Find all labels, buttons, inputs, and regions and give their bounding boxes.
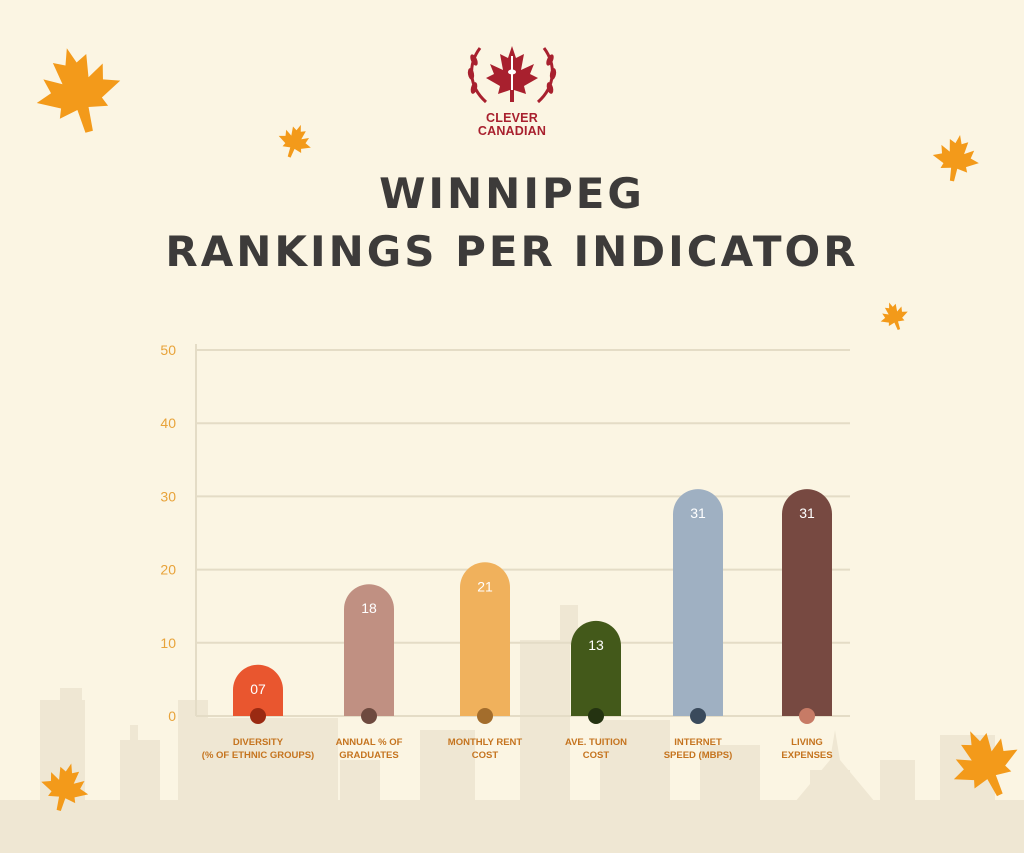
x-category-label: GRADUATES: [339, 750, 398, 761]
bar: [673, 489, 723, 716]
title-line1: WINNIPEG: [379, 169, 645, 218]
maple-leaf-icon: [278, 124, 311, 158]
bar: [343, 584, 394, 716]
cn-tower-icon: [508, 56, 516, 90]
maple-leaf-icon: [41, 763, 89, 812]
y-tick-label: 40: [160, 415, 176, 431]
brand-name-line2: CANADIAN: [477, 124, 547, 138]
x-category-label: MONTHLY RENT: [448, 737, 523, 748]
x-category-label: INTERNET: [674, 737, 722, 748]
bar-value-label: 31: [799, 505, 815, 521]
bar-value-label: 07: [250, 681, 266, 697]
title-line2: RANKINGS PER INDICATOR: [165, 227, 859, 276]
maple-leaf-icon: [953, 731, 1018, 797]
bar-base-dot: [361, 708, 377, 724]
y-tick-label: 50: [160, 342, 176, 358]
maple-leaf-icon: [880, 302, 908, 330]
bar-base-dot: [690, 708, 706, 724]
x-category-label: EXPENSES: [781, 750, 832, 761]
x-category-label: DIVERSITY: [233, 737, 284, 748]
y-tick-label: 30: [160, 488, 176, 504]
x-category-label: LIVING: [791, 737, 823, 748]
bar-value-label: 31: [690, 505, 706, 521]
bar: [782, 489, 832, 716]
bar-value-label: 13: [588, 637, 604, 653]
bar-base-dot: [477, 708, 493, 724]
bar: [460, 562, 510, 716]
bar-value-label: 21: [477, 578, 493, 594]
laurel-wreath-icon: [467, 46, 557, 104]
bar-value-label: 18: [361, 600, 377, 616]
y-tick-label: 20: [160, 562, 176, 578]
maple-leaf-icon: [36, 48, 121, 133]
y-tick-label: 0: [168, 708, 176, 724]
brand-name-line1: CLEVER: [486, 111, 538, 125]
bar-base-dot: [799, 708, 815, 724]
bar: [233, 664, 283, 716]
x-category-label: SPEED (MBPS): [664, 750, 733, 761]
bar-base-dot: [250, 708, 266, 724]
x-category-label: COST: [583, 750, 610, 761]
brand-logo: CLEVER CANADIAN: [462, 40, 562, 140]
bar-base-dot: [588, 708, 604, 724]
x-category-label: ANNUAL % OF: [336, 737, 403, 748]
maple-leaf-icon: [932, 134, 979, 182]
y-tick-label: 10: [160, 635, 176, 651]
x-category-label: (% OF ETHNIC GROUPS): [202, 750, 314, 761]
x-category-label: AVE. TUITION: [565, 737, 627, 748]
x-category-label: COST: [472, 750, 499, 761]
bar: [571, 620, 621, 716]
